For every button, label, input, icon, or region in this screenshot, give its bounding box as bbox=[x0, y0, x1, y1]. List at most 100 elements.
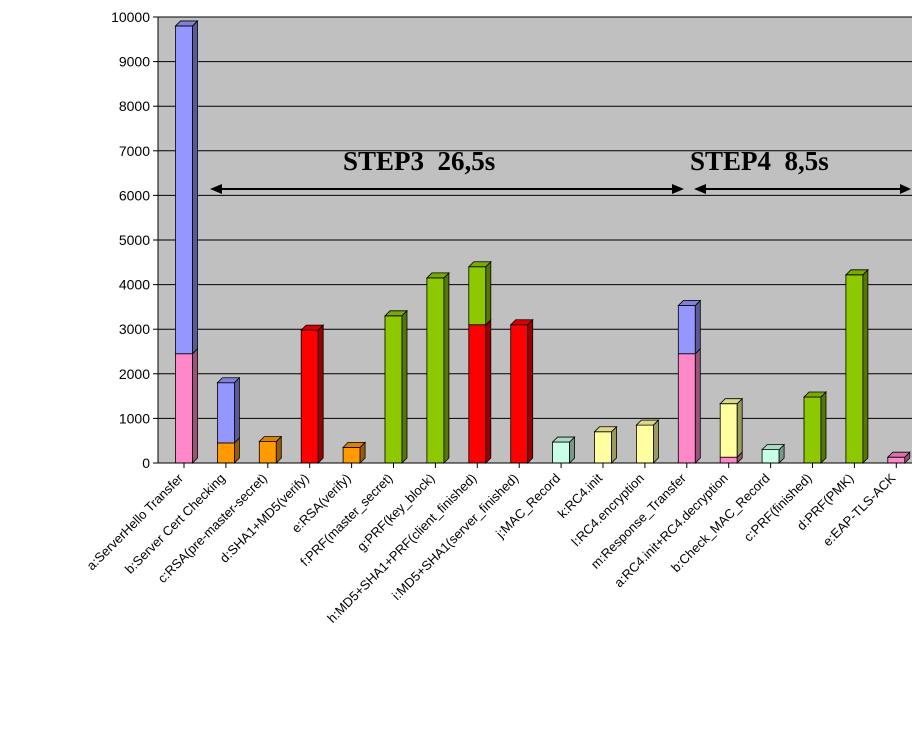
bar-6-segment-1-side bbox=[401, 309, 408, 464]
bar-10 bbox=[551, 436, 576, 464]
bar-9-top bbox=[509, 319, 534, 326]
bar-12 bbox=[635, 419, 660, 464]
bar-3-top bbox=[258, 436, 283, 442]
bar-2-segment-2-side bbox=[233, 376, 240, 444]
bar-2-segment-2 bbox=[216, 382, 235, 444]
bar-1-segment-1-side bbox=[192, 347, 198, 464]
bar-8-segment-2 bbox=[468, 266, 487, 326]
bar-2-segment-1 bbox=[216, 442, 235, 464]
bar-8 bbox=[467, 260, 492, 464]
bar-18-segment-1 bbox=[887, 456, 906, 464]
y-tick-label: 6000 bbox=[119, 187, 150, 203]
bar-15-segment-1 bbox=[761, 449, 780, 464]
bar-15-top bbox=[761, 444, 786, 451]
bar-7-segment-1 bbox=[426, 277, 445, 464]
bar-11-segment-1 bbox=[594, 431, 612, 464]
step4-arrow-head-left bbox=[694, 184, 706, 194]
grid-lines bbox=[158, 16, 912, 419]
bar-1-segment-2 bbox=[175, 25, 193, 355]
y-tick-label: 3000 bbox=[119, 321, 150, 337]
bar-15 bbox=[761, 443, 786, 464]
x-tick-label: h:MD5+SHA1+PRF(client_finished) bbox=[324, 471, 479, 626]
bar-6 bbox=[384, 309, 408, 464]
y-tick-label: 0 bbox=[142, 455, 150, 471]
bar-13-segment-1-side bbox=[694, 347, 701, 464]
x-tick-label: g:PRF(key_block) bbox=[354, 471, 438, 555]
bar-17 bbox=[844, 268, 869, 464]
y-axis-tick-labels: 0 1000 2000 3000 4000 5000 6000 7000 8000 9000 100… bbox=[111, 9, 158, 471]
bar-13-segment-2 bbox=[677, 305, 696, 355]
step3-arrow-head-right bbox=[672, 184, 684, 194]
bar-14-segment-2 bbox=[719, 403, 738, 458]
y-tick-label: 9000 bbox=[119, 54, 150, 70]
bar-4-segment-1-side bbox=[317, 324, 324, 464]
bar-12-segment-1-side bbox=[653, 419, 659, 464]
bar-13-top bbox=[677, 300, 702, 306]
step4-annotation: STEP4 8,5s bbox=[690, 146, 829, 176]
bar-10-top bbox=[551, 436, 576, 443]
y-tick-label: 10000 bbox=[111, 9, 150, 25]
bar-13-segment-2-side bbox=[694, 299, 701, 355]
bar-16 bbox=[803, 391, 827, 464]
bar-16-top bbox=[803, 391, 827, 398]
bar-7 bbox=[425, 271, 450, 464]
bar-17-segment-1 bbox=[845, 274, 864, 464]
bar-11-segment-1-side bbox=[611, 425, 617, 464]
bar-14 bbox=[719, 397, 744, 464]
bar-1-segment-1 bbox=[175, 353, 193, 464]
bar-6-segment-1 bbox=[384, 315, 403, 464]
bar-1-top bbox=[174, 20, 199, 27]
bar-7-top bbox=[425, 272, 450, 279]
bar-4 bbox=[300, 324, 325, 464]
bar-7-segment-1-side bbox=[443, 271, 450, 464]
bar-5 bbox=[342, 441, 367, 464]
y-tick-label: 1000 bbox=[119, 410, 150, 426]
bar-16-segment-1 bbox=[803, 396, 822, 464]
bar-18 bbox=[886, 451, 911, 464]
bar-2 bbox=[216, 376, 241, 464]
bar-3 bbox=[258, 435, 283, 464]
bar-14-segment-1 bbox=[719, 456, 738, 464]
bar-8-segment-1 bbox=[468, 324, 487, 464]
bar-12-segment-1 bbox=[636, 424, 654, 464]
step-annotations: STEP3 26,5s STEP4 8,5s bbox=[210, 146, 911, 194]
bar-14-top bbox=[719, 398, 744, 405]
bar-14-segment-2-side bbox=[736, 397, 743, 459]
bar-4-segment-1 bbox=[300, 329, 319, 464]
bar-5-top bbox=[342, 441, 367, 448]
bar-6-top bbox=[384, 310, 408, 317]
bar-8-segment-2-side bbox=[485, 260, 492, 326]
bar-11-top bbox=[593, 426, 618, 433]
bar-13 bbox=[677, 299, 702, 464]
bar-16-segment-1-side bbox=[820, 391, 827, 464]
bar-17-top bbox=[844, 269, 869, 276]
y-tick-label: 2000 bbox=[119, 366, 150, 382]
bar-8-segment-1-side bbox=[485, 318, 492, 464]
bar-2-top bbox=[216, 377, 241, 384]
bar-1 bbox=[174, 19, 199, 464]
bar-1-segment-2-side bbox=[192, 19, 198, 355]
y-tick-label: 4000 bbox=[119, 277, 150, 293]
y-tick-label: 8000 bbox=[119, 98, 150, 114]
bar-4-top bbox=[300, 324, 325, 331]
bar-13-segment-1 bbox=[677, 353, 696, 464]
bar-9-segment-1 bbox=[510, 324, 529, 464]
step4-arrow-head-right bbox=[900, 184, 911, 194]
step3-arrow-head-left bbox=[210, 184, 222, 194]
bar-9 bbox=[509, 318, 534, 464]
bar-18-top bbox=[886, 451, 911, 458]
step3-annotation: STEP3 26,5s bbox=[343, 146, 495, 176]
bars bbox=[174, 19, 911, 464]
bar-17-segment-1-side bbox=[862, 268, 869, 464]
bar-8-top bbox=[467, 261, 492, 268]
bar-3-segment-1 bbox=[258, 441, 277, 464]
bar-10-segment-1 bbox=[552, 441, 570, 464]
bar-9-segment-1-side bbox=[527, 318, 534, 464]
bar-11 bbox=[593, 425, 618, 464]
x-tick-label: l:RC4.encryption bbox=[568, 471, 647, 550]
bar-5-segment-1 bbox=[342, 446, 361, 464]
y-tick-label: 7000 bbox=[119, 143, 150, 159]
y-tick-label: 5000 bbox=[119, 232, 150, 248]
